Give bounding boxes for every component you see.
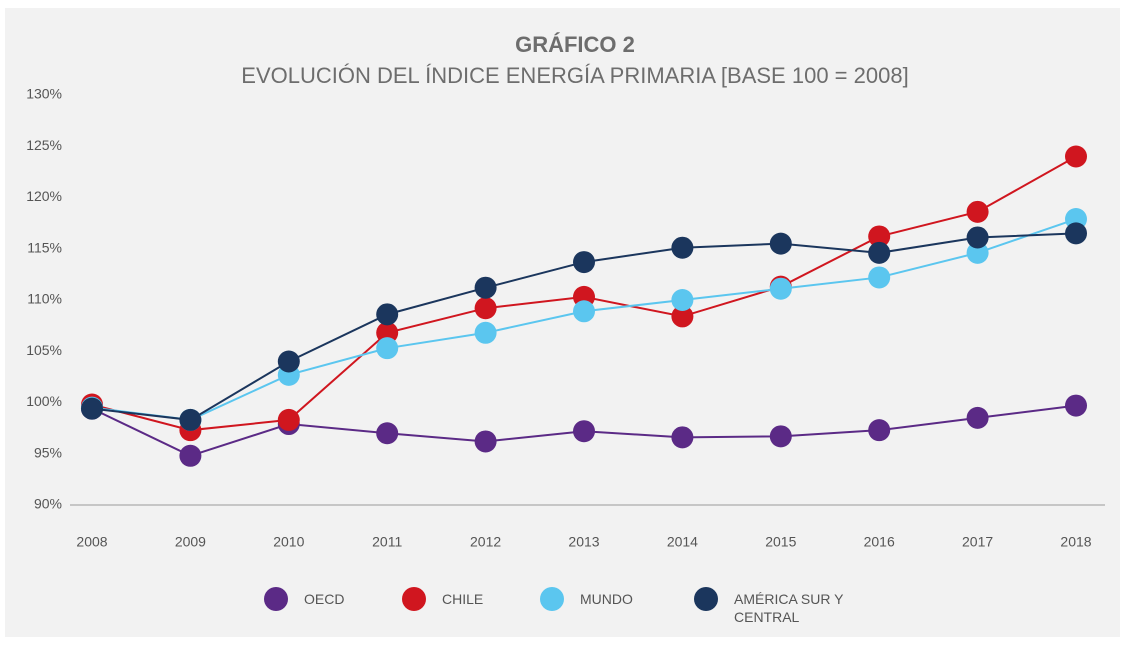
data-point — [671, 236, 694, 259]
panel — [5, 8, 1120, 637]
x-tick-label: 2016 — [864, 534, 895, 550]
legend-label: OECD — [304, 591, 345, 607]
x-tick-label: 2010 — [273, 534, 304, 550]
data-point — [1065, 394, 1087, 417]
legend-marker — [402, 587, 426, 611]
x-tick-label: 2017 — [962, 534, 993, 550]
data-point — [81, 397, 103, 420]
x-tick-label: 2014 — [667, 534, 698, 550]
data-point — [966, 226, 989, 249]
data-point — [474, 321, 497, 344]
data-point — [966, 200, 989, 223]
data-point — [868, 419, 891, 442]
legend-marker — [694, 587, 718, 611]
y-tick-label: 105% — [26, 342, 62, 358]
y-tick-label: 125% — [26, 137, 62, 153]
data-point — [769, 232, 792, 255]
x-tick-label: 2018 — [1060, 534, 1091, 550]
data-point — [474, 430, 497, 453]
y-tick-label: 115% — [27, 239, 62, 255]
legend-label: AMÉRICA SUR Y CENTRAL — [734, 591, 844, 625]
data-point — [769, 425, 792, 448]
y-tick-label: 130% — [26, 86, 62, 102]
data-point — [1065, 222, 1087, 245]
x-tick-label: 2011 — [372, 534, 402, 550]
y-tick-label: 120% — [26, 188, 62, 204]
chart-title: GRÁFICO 2 — [515, 32, 635, 57]
data-point — [277, 408, 300, 431]
data-point — [277, 350, 300, 373]
y-tick-label: 95% — [34, 444, 62, 460]
data-point — [376, 422, 399, 445]
data-point — [671, 305, 694, 328]
data-point — [868, 241, 891, 264]
x-tick-label: 2015 — [765, 534, 796, 550]
data-point — [573, 420, 595, 443]
data-point — [671, 426, 694, 449]
data-point — [376, 321, 399, 344]
data-point — [573, 251, 595, 274]
data-point — [573, 300, 595, 323]
data-point — [769, 277, 792, 300]
data-point — [376, 303, 399, 326]
x-tick-label: 2013 — [568, 534, 599, 550]
data-point — [966, 241, 989, 264]
data-point — [671, 289, 694, 311]
data-point — [1065, 145, 1087, 168]
data-point — [376, 337, 399, 360]
chart-subtitle: EVOLUCIÓN DEL ÍNDICE ENERGÍA PRIMARIA [B… — [241, 63, 908, 88]
x-tick-label: 2009 — [175, 534, 206, 550]
legend-marker — [540, 587, 564, 611]
y-tick-label: 110% — [27, 291, 62, 307]
data-point — [966, 406, 989, 429]
y-tick-label: 90% — [34, 496, 62, 512]
data-point — [474, 276, 497, 299]
legend-marker — [264, 587, 288, 611]
x-tick-label: 2012 — [470, 534, 501, 550]
legend-label: MUNDO — [580, 591, 633, 607]
data-point — [179, 444, 202, 467]
x-tick-label: 2008 — [76, 534, 107, 550]
y-tick-label: 100% — [26, 393, 62, 409]
data-point — [179, 408, 202, 431]
data-point — [474, 297, 497, 320]
data-point — [868, 266, 891, 289]
data-point — [868, 225, 891, 248]
legend-label: CHILE — [442, 591, 484, 607]
